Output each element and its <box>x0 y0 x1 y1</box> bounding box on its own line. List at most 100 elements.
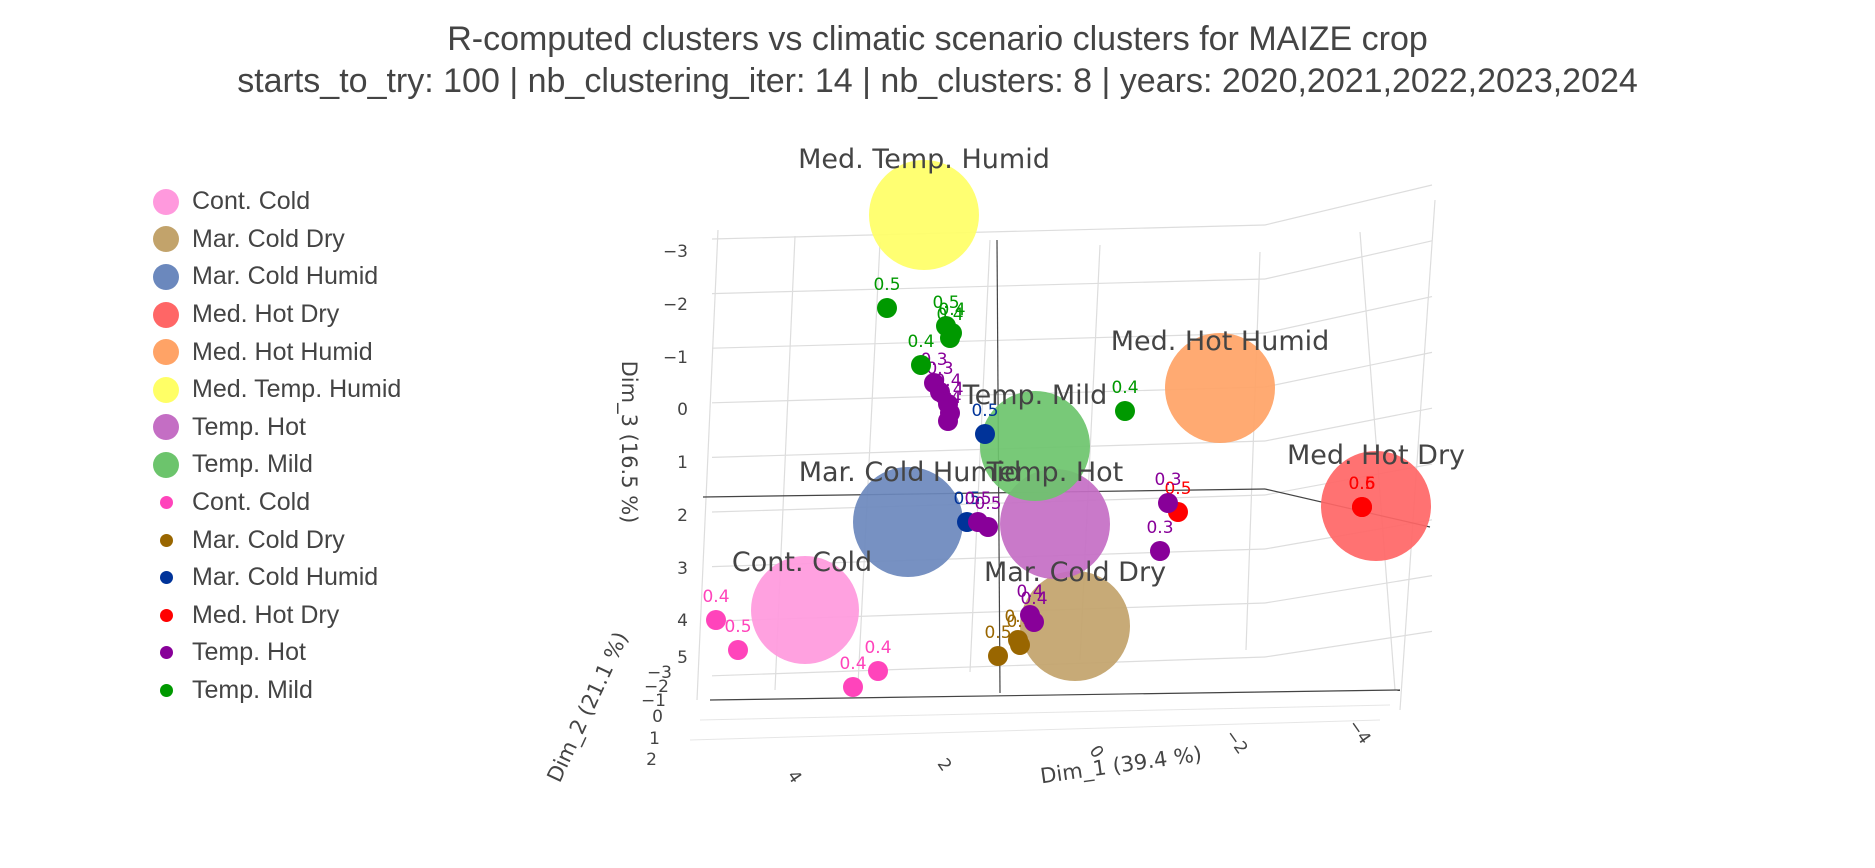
series-point[interactable] <box>940 328 960 348</box>
legend-item[interactable]: Temp. Hot <box>140 409 401 447</box>
series-point[interactable] <box>978 517 998 537</box>
axis-line <box>702 488 1266 498</box>
legend-item[interactable]: Med. Hot Dry <box>140 296 401 334</box>
legend-item[interactable]: Med. Temp. Humid <box>140 371 401 409</box>
legend-marker-icon <box>153 226 179 253</box>
legend-marker-cell <box>140 571 192 585</box>
legend-item[interactable]: Temp. Mild <box>140 672 401 710</box>
legend-label: Mar. Cold Dry <box>192 224 345 253</box>
cluster-sphere[interactable] <box>1020 571 1130 681</box>
cluster-label: Mar. Cold Humid <box>799 457 1022 488</box>
z-tick-label: 1 <box>677 453 688 473</box>
series-point[interactable] <box>1352 497 1372 517</box>
grid-line <box>699 704 1391 721</box>
grid-line <box>1264 240 1433 280</box>
y-tick-label: 1 <box>649 729 660 749</box>
series-point[interactable] <box>911 355 931 375</box>
z-tick-label: 3 <box>677 559 688 579</box>
legend-marker-icon <box>159 571 173 585</box>
legend-item[interactable]: Cont. Cold <box>140 484 401 522</box>
series-point[interactable] <box>706 610 726 630</box>
point-label: 0.5 <box>724 617 751 637</box>
legend-item[interactable]: Med. Hot Dry <box>140 597 401 635</box>
grid-line <box>1264 184 1433 226</box>
series-point[interactable] <box>1158 493 1178 513</box>
z-tick-label: −1 <box>663 348 688 368</box>
grid-line <box>1264 407 1433 442</box>
y-tick-label: 0 <box>652 707 663 727</box>
series-point[interactable] <box>868 661 888 681</box>
grid-line <box>1264 575 1433 604</box>
series-point[interactable] <box>1115 401 1135 421</box>
legend-item[interactable]: Mar. Cold Humid <box>140 258 401 296</box>
legend-item[interactable]: Med. Hot Humid <box>140 333 401 371</box>
legend-label: Mar. Cold Humid <box>192 262 379 291</box>
series-point[interactable] <box>988 646 1008 666</box>
point-label: 0.5 <box>953 489 980 509</box>
point-label: 0.4 <box>864 638 891 658</box>
legend-item[interactable]: Temp. Hot <box>140 634 401 672</box>
series-point[interactable] <box>1010 635 1030 655</box>
legend-item[interactable]: Mar. Cold Dry <box>140 521 401 559</box>
point-label: 0.4 <box>1020 589 1047 609</box>
point-label: 0.4 <box>1016 582 1043 602</box>
chart-titles: R-computed clusters vs climatic scenario… <box>0 18 1875 102</box>
z-axis-title: Dim_3 (16.5 %) <box>616 361 641 524</box>
legend-marker-cell <box>140 301 192 328</box>
y-tick-label: −1 <box>641 691 666 711</box>
cluster-sphere[interactable] <box>1321 451 1431 561</box>
legend-label: Med. Hot Humid <box>192 337 373 366</box>
point-label: 0.5 <box>873 275 900 295</box>
legend-label: Temp. Mild <box>192 676 313 705</box>
legend-item[interactable]: Cont. Cold <box>140 183 401 221</box>
x-tick-label: −2 <box>1221 726 1252 758</box>
series-point[interactable] <box>728 640 748 660</box>
legend-marker-cell <box>140 533 192 547</box>
point-label: 0.5 <box>974 494 1001 514</box>
point-label: 0.4 <box>936 380 963 400</box>
grid-group <box>689 184 1436 741</box>
y-tick-label: −3 <box>647 663 672 683</box>
legend-item[interactable]: Mar. Cold Dry <box>140 221 401 259</box>
series-point[interactable] <box>975 424 995 444</box>
series-point[interactable] <box>1150 541 1170 561</box>
legend-marker-icon <box>153 263 179 290</box>
point-label: 0.4 <box>934 371 961 391</box>
grid-line <box>1399 199 1436 711</box>
legend-item[interactable]: Mar. Cold Humid <box>140 559 401 597</box>
z-tick-label: 0 <box>677 400 688 420</box>
point-label: 0.3 <box>1154 470 1181 490</box>
legend-marker-cell <box>140 339 192 366</box>
legend-marker-icon <box>153 188 179 215</box>
grid-line <box>689 719 1381 741</box>
point-label: 0.4 <box>938 300 965 320</box>
cluster-label: Cont. Cold <box>732 547 872 578</box>
legend-marker-icon <box>159 533 173 547</box>
y-axis-title: Dim_2 (21.1 %) <box>542 628 633 786</box>
series-point[interactable] <box>938 411 958 431</box>
x-tick-label: 2 <box>933 755 956 775</box>
series-point[interactable] <box>1024 612 1044 632</box>
series-point[interactable] <box>843 677 863 697</box>
cluster-sphere[interactable] <box>980 391 1090 501</box>
y-tick-label: −2 <box>644 677 669 697</box>
legend-label: Med. Hot Dry <box>192 300 340 329</box>
legend-label: Temp. Hot <box>192 638 306 667</box>
cluster-sphere[interactable] <box>751 556 859 664</box>
point-label: 0.5 <box>984 623 1011 643</box>
cluster-sphere[interactable] <box>1165 333 1275 443</box>
series-point[interactable] <box>877 298 897 318</box>
legend-marker-cell <box>140 646 192 660</box>
legend-item[interactable]: Temp. Mild <box>140 446 401 484</box>
legend-marker-icon <box>159 608 173 622</box>
legend[interactable]: Cont. Cold Mar. Cold Dry Mar. Cold Humid Me… <box>140 183 401 709</box>
cluster-sphere[interactable] <box>853 467 963 577</box>
grid-line <box>969 239 991 673</box>
cluster-label: Med. Hot Dry <box>1287 440 1465 471</box>
z-tick-label: 4 <box>677 611 688 631</box>
x-axis-title: Dim_1 (39.4 %) <box>1039 742 1204 789</box>
cluster-sphere[interactable] <box>869 160 979 270</box>
point-label: 0.4 <box>907 332 934 352</box>
legend-marker-cell <box>140 608 192 622</box>
